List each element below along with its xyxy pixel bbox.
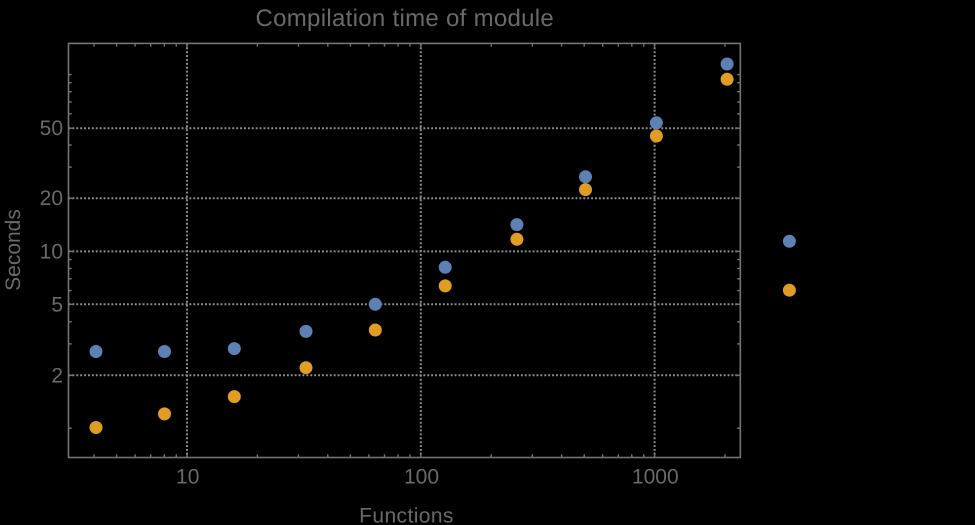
svg-text:50: 50: [40, 117, 63, 140]
svg-text:Functions: Functions: [359, 505, 454, 525]
svg-text:10: 10: [40, 240, 63, 263]
svg-text:5: 5: [51, 293, 63, 316]
svg-text:10: 10: [176, 466, 199, 489]
svg-text:2: 2: [51, 364, 63, 387]
svg-text:100: 100: [404, 466, 439, 489]
svg-text:20: 20: [40, 187, 63, 210]
svg-text:1000: 1000: [632, 466, 679, 489]
svg-text:Compilation time of module: Compilation time of module: [255, 5, 554, 32]
svg-text:Seconds: Seconds: [2, 209, 25, 291]
